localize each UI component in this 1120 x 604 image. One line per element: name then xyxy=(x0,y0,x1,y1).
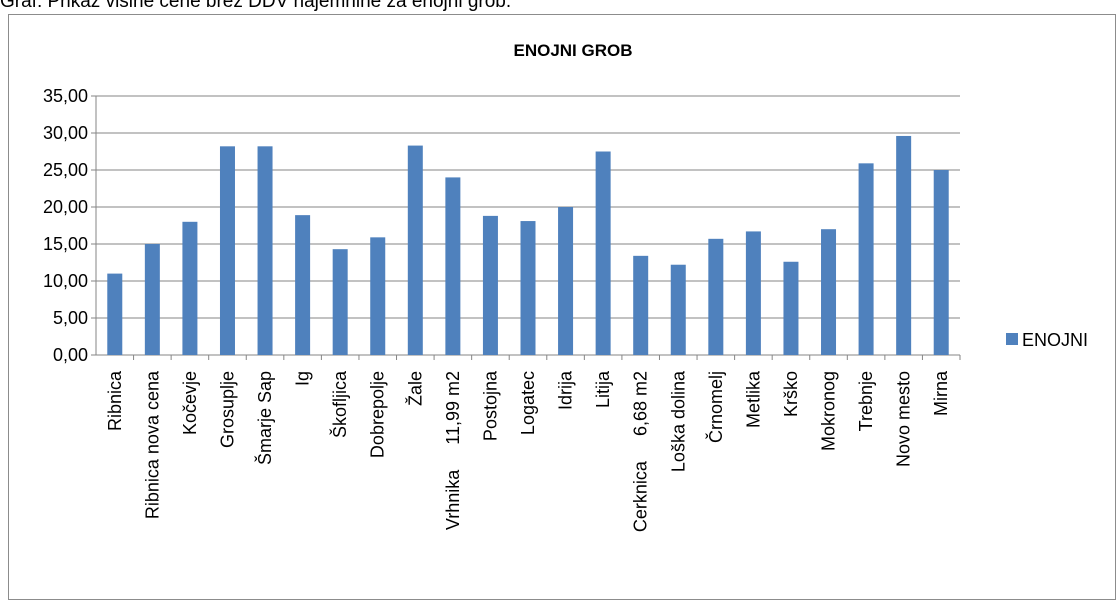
bar xyxy=(445,177,461,355)
x-tick-label: Novo mesto xyxy=(894,371,914,467)
y-tick-label: 10,00 xyxy=(43,271,88,291)
x-tick-label: Grosuplje xyxy=(217,371,237,448)
y-tick-label: 25,00 xyxy=(43,160,88,180)
y-tick-label: 5,00 xyxy=(53,308,88,328)
x-tick-label: Ribnica xyxy=(105,370,125,431)
x-tick-label: Mirna xyxy=(931,370,951,416)
x-tick-label: Kočevje xyxy=(180,371,200,435)
x-tick-label: Krško xyxy=(781,371,801,417)
x-tick-label: Postojna xyxy=(480,370,500,441)
bar xyxy=(708,238,724,355)
x-tick-label: Šmarje Sap xyxy=(254,371,275,465)
bar xyxy=(332,249,348,355)
bar xyxy=(595,151,611,355)
x-tick-label: Dobrepolje xyxy=(368,371,388,458)
bar xyxy=(670,264,686,355)
x-tick-label: Metlika xyxy=(743,370,763,428)
bar xyxy=(858,163,874,355)
x-tick-label: Litija xyxy=(593,370,613,408)
bar xyxy=(219,146,235,355)
bar xyxy=(783,261,799,355)
legend-label: ENOJNI xyxy=(1022,330,1088,350)
bar xyxy=(144,244,160,355)
bar xyxy=(633,255,649,355)
x-tick-label: Črnomelj xyxy=(705,371,726,443)
x-tick-label: Ig xyxy=(293,371,313,386)
x-tick-label: Mokronog xyxy=(819,371,839,451)
x-tick-label: Žale xyxy=(405,371,425,406)
y-tick-label: 20,00 xyxy=(43,197,88,217)
bar xyxy=(745,231,761,355)
x-tick-label: Škofljica xyxy=(329,370,350,438)
bar xyxy=(482,215,498,355)
x-tick-label: Trebnje xyxy=(856,371,876,431)
y-tick-label: 0,00 xyxy=(53,345,88,365)
y-tick-label: 30,00 xyxy=(43,123,88,143)
bar xyxy=(107,273,123,355)
bar xyxy=(370,237,386,355)
chart-caption: Graf: Prikaz višine cene brez DDV najemn… xyxy=(0,0,512,12)
bar xyxy=(257,146,273,355)
bar xyxy=(821,229,837,355)
x-axis-ticks: Ribnica Ribnica nova cena Kočevje Grosuplje… xyxy=(105,370,951,532)
x-tick-label: Loška dolina xyxy=(668,370,688,472)
bars xyxy=(107,135,949,355)
legend: ENOJNI xyxy=(1006,330,1088,350)
bar xyxy=(933,170,949,355)
x-tick-label: Ribnica nova cena xyxy=(142,370,162,519)
x-tick-label: Cerknica 6,68 m2 xyxy=(631,371,651,532)
legend-swatch xyxy=(1006,333,1018,345)
bar xyxy=(407,145,423,355)
chart-title: ENOJNI GROB xyxy=(513,41,632,60)
bar xyxy=(896,135,912,355)
chart-frame xyxy=(8,14,1116,600)
bar xyxy=(558,207,574,355)
y-tick-label: 15,00 xyxy=(43,234,88,254)
bar xyxy=(182,221,198,355)
x-tick-label: Vrhnika 11,99 m2 xyxy=(443,371,463,530)
bar xyxy=(295,215,311,355)
x-tick-label: Idrija xyxy=(556,370,576,410)
bar xyxy=(520,221,536,355)
y-axis-ticks: 0,00 5,00 10,00 15,00 20,00 25,00 30,00 35,00 xyxy=(43,86,88,365)
y-tick-label: 35,00 xyxy=(43,86,88,106)
x-tick-label: Logatec xyxy=(518,371,538,435)
